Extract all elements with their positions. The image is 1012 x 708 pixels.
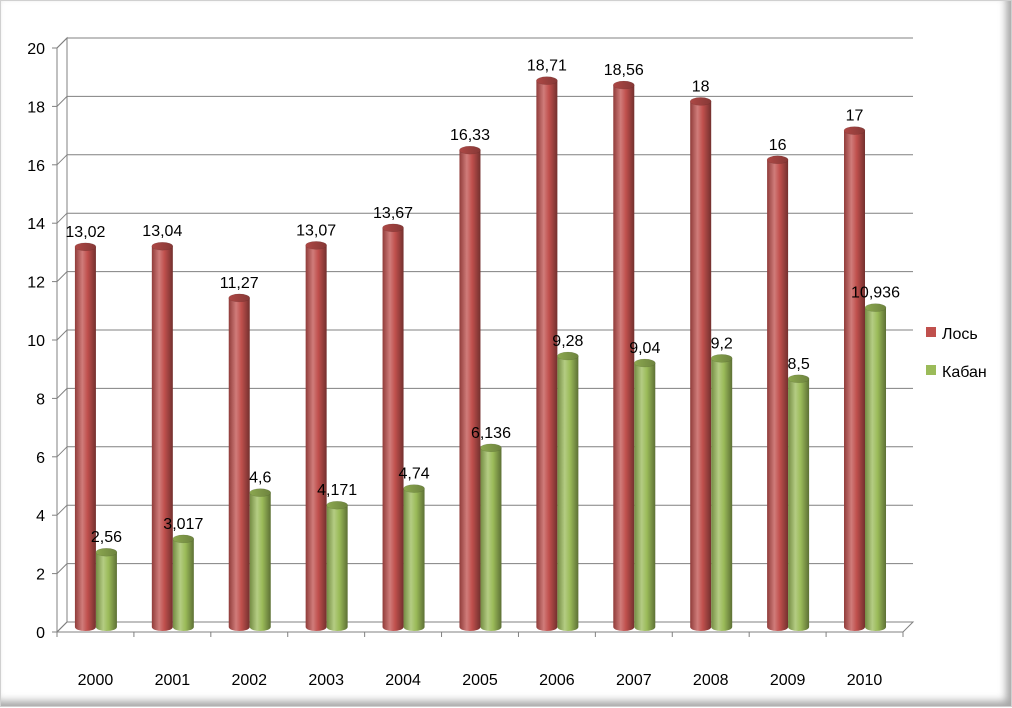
bar-Лось-2009 (766, 155, 789, 632)
data-label: 8,5 (787, 356, 809, 373)
data-label: 13,07 (296, 222, 336, 239)
x-tick-label: 2008 (693, 672, 729, 689)
y-tick-label: 12 (27, 275, 45, 292)
y-tick-label: 2 (36, 567, 45, 584)
data-label: 16 (769, 137, 787, 154)
gridline-depth (56, 388, 68, 399)
y-tick-label: 14 (27, 216, 45, 233)
bar-Кабан-2008 (710, 354, 733, 631)
legend-label: Кабан (942, 364, 987, 381)
bar-Кабан-2001 (172, 534, 195, 631)
x-tick-label: 2006 (539, 672, 575, 689)
legend-swatch (926, 327, 936, 337)
bar-Кабан-2000 (95, 547, 118, 631)
data-label: 13,67 (373, 205, 413, 222)
y-tick-label: 16 (27, 158, 45, 175)
bar-Кабан-2006 (557, 351, 579, 631)
data-label: 4,74 (398, 466, 429, 483)
data-label: 11,27 (220, 275, 259, 292)
bar-Лось-2003 (305, 241, 327, 631)
gridline-depth (56, 96, 68, 107)
y-tick-label: 20 (27, 41, 45, 58)
bar-Лось-2007 (613, 80, 635, 632)
gridline-depth (56, 37, 68, 49)
data-label: 13,02 (65, 224, 105, 241)
x-tick-label: 2001 (155, 672, 191, 689)
bar-Лось-2005 (459, 145, 481, 631)
data-label: 6,136 (471, 425, 511, 442)
bar-Кабан-2003 (326, 500, 348, 631)
legend-item: Кабан (926, 364, 987, 381)
legend-swatch (926, 365, 936, 375)
data-label: 3,017 (163, 516, 203, 533)
x-tick-label: 2007 (616, 672, 652, 689)
bar-Кабан-2004 (403, 484, 425, 631)
bar-Кабан-2010 (864, 303, 887, 631)
x-tick-label: 2003 (308, 672, 344, 689)
data-label: 10,936 (851, 285, 900, 302)
data-label: 9,2 (711, 335, 733, 352)
gridline-depth (56, 212, 68, 224)
bar-Кабан-2009 (787, 374, 810, 631)
y-tick-label: 4 (36, 508, 45, 525)
gridline-depth (56, 154, 68, 166)
legend-label: Лось (942, 326, 978, 343)
bar-Лось-2006 (536, 76, 558, 632)
data-label: 16,33 (450, 127, 490, 144)
data-label: 17 (846, 108, 864, 125)
x-tick-label: 2000 (78, 672, 114, 689)
bar-Лось-2004 (382, 223, 404, 631)
bar-Лось-2001 (151, 241, 174, 631)
bar-Кабан-2002 (249, 488, 271, 631)
gridline-depth (56, 271, 68, 282)
data-label: 18,71 (527, 58, 567, 75)
data-label: 18 (692, 78, 710, 95)
y-tick-label: 6 (36, 450, 45, 467)
gridline-depth (56, 329, 68, 341)
gridline-depth (56, 446, 68, 458)
x-tick-label: 2002 (231, 672, 267, 689)
legend-item: Лось (926, 326, 978, 343)
bar-Кабан-2005 (480, 443, 502, 631)
y-tick-label: 18 (27, 99, 45, 116)
bar-Лось-2002 (228, 293, 250, 631)
bar-Лось-2010 (843, 126, 866, 631)
y-tick-label: 10 (27, 333, 45, 350)
y-tick-label: 8 (36, 391, 45, 408)
x-tick-label: 2009 (770, 672, 806, 689)
x-tick-label: 2005 (462, 672, 498, 689)
y-tick-label: 0 (36, 625, 45, 642)
bar-Кабан-2007 (634, 358, 656, 631)
bar-Лось-2000 (74, 242, 97, 632)
x-tick-label: 2004 (385, 672, 421, 689)
data-label: 18,56 (604, 62, 644, 79)
gridline-depth (56, 563, 68, 574)
data-label: 9,28 (552, 333, 583, 350)
bar-Лось-2008 (689, 97, 712, 631)
gridline-depth (56, 504, 68, 516)
gridline-depth (56, 621, 68, 633)
data-label: 13,04 (142, 223, 182, 240)
data-label: 2,56 (91, 529, 122, 546)
data-label: 9,04 (629, 340, 660, 357)
data-label: 4,6 (249, 470, 271, 487)
data-label: 4,171 (317, 482, 357, 499)
x-tick-label: 2010 (847, 672, 883, 689)
